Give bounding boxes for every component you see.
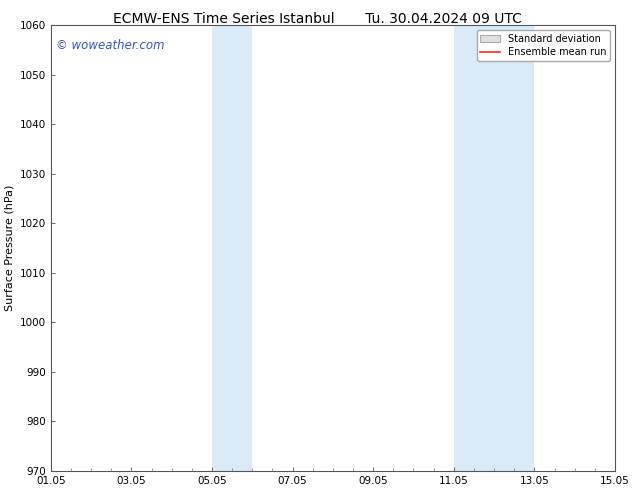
Text: © woweather.com: © woweather.com bbox=[56, 39, 165, 51]
Y-axis label: Surface Pressure (hPa): Surface Pressure (hPa) bbox=[4, 185, 14, 311]
Bar bbox=[212, 25, 252, 471]
Legend: Standard deviation, Ensemble mean run: Standard deviation, Ensemble mean run bbox=[477, 30, 610, 61]
Text: ECMW-ENS Time Series Istanbul       Tu. 30.04.2024 09 UTC: ECMW-ENS Time Series Istanbul Tu. 30.04.… bbox=[113, 12, 521, 26]
Bar bbox=[454, 25, 534, 471]
